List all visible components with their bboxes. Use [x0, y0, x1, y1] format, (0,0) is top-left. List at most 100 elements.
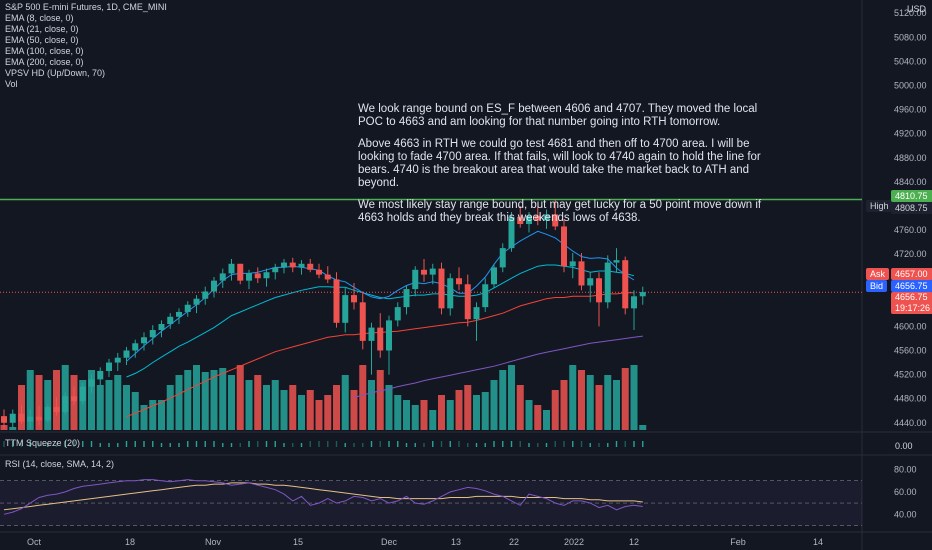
volume-bar: [210, 370, 218, 430]
squeeze-bar: [73, 441, 75, 447]
last-price-tag: 4656.75 19:17:26: [891, 292, 932, 314]
candle-body: [298, 263, 305, 268]
candle-body: [482, 284, 489, 308]
candle-body: [79, 386, 86, 402]
candle-body: [62, 396, 69, 412]
volume-bar: [586, 375, 594, 430]
indicator-legend-item[interactable]: VPSV HD (Up/Down, 70): [5, 68, 106, 78]
candle-body: [228, 263, 235, 274]
squeeze-bar: [598, 443, 600, 447]
volume-bar: [131, 392, 139, 430]
squeeze-axis-value: 0.00: [895, 441, 913, 451]
volume-bar: [464, 385, 472, 430]
candle-body: [219, 273, 226, 281]
candle-body: [631, 296, 637, 309]
candle-body: [622, 260, 629, 309]
indicator-legend-item[interactable]: EMA (100, close, 0): [5, 46, 84, 56]
volume-bar: [595, 385, 603, 430]
candle-body: [44, 407, 51, 421]
squeeze-bar: [20, 441, 23, 447]
volume-bar: [446, 400, 454, 430]
volume-bar: [9, 427, 17, 430]
volume-bar: [578, 370, 585, 430]
bid-label: Bid: [866, 280, 888, 292]
volume-bar: [341, 375, 349, 430]
volume-bar: [438, 395, 445, 430]
squeeze-bar: [467, 443, 469, 447]
candle-body: [132, 343, 139, 351]
squeeze-bar: [580, 441, 583, 447]
ema21-line: [126, 264, 635, 378]
candle-body: [543, 214, 550, 221]
squeeze-bar: [449, 441, 451, 447]
price-tick-label: 4600.00: [894, 321, 927, 331]
candle-body: [377, 327, 384, 351]
volume-bar: [490, 380, 498, 430]
candle-body: [499, 248, 506, 268]
x-axis-label: Feb: [730, 537, 746, 547]
candle-body: [421, 269, 427, 275]
candle-body: [324, 274, 331, 280]
volume-bar: [534, 405, 542, 430]
squeeze-bar: [458, 441, 460, 447]
volume-bar: [289, 385, 297, 430]
squeeze-bar: [432, 441, 434, 447]
volume-bar: [228, 375, 235, 430]
squeeze-bar: [554, 441, 556, 447]
candle-body: [36, 416, 42, 421]
squeeze-bar: [178, 443, 180, 447]
squeeze-title[interactable]: TTM Squeeze (20): [5, 438, 81, 448]
volume-bar: [96, 385, 104, 430]
indicator-legend-item[interactable]: Vol: [5, 79, 18, 89]
indicator-legend-item[interactable]: EMA (21, close, 0): [5, 24, 79, 34]
volume-bar: [263, 385, 270, 430]
candle-body: [403, 289, 410, 308]
candle-body: [237, 263, 244, 281]
candle-body: [342, 295, 349, 323]
rsi-tick-label: 60.00: [894, 487, 917, 497]
squeeze-bar: [327, 441, 329, 447]
candle-body: [167, 316, 174, 325]
currency-label[interactable]: USD: [906, 4, 926, 14]
squeeze-bar: [152, 441, 154, 447]
indicator-legend-item[interactable]: EMA (200, close, 0): [5, 57, 84, 67]
squeeze-bar: [537, 443, 539, 447]
volume-bar: [411, 405, 419, 430]
high-label: High: [866, 200, 893, 212]
price-tick-label: 4880.00: [894, 153, 927, 163]
volume-bar: [324, 395, 332, 430]
volume-bar: [26, 370, 34, 430]
volume-bar: [315, 400, 323, 430]
candle-body: [307, 263, 314, 270]
volume-bar: [551, 390, 559, 430]
candle-body: [71, 396, 77, 402]
volume-bar: [516, 385, 524, 430]
candle-body: [88, 379, 95, 387]
annotation-note: We look range bound on ES_F between 4606…: [358, 103, 778, 234]
price-tick-label: 4760.00: [894, 225, 927, 235]
volume-bar: [333, 385, 340, 430]
rsi-title[interactable]: RSI (14, close, SMA, 14, 2): [5, 459, 115, 469]
x-axis-label: 14: [813, 537, 823, 547]
squeeze-bar: [239, 443, 241, 447]
volume-bar: [613, 380, 620, 430]
candle-body: [473, 307, 480, 320]
indicator-legend-item[interactable]: EMA (8, close, 0): [5, 13, 74, 23]
squeeze-bar: [55, 443, 58, 447]
candle-body: [456, 278, 462, 285]
volume-bar: [569, 365, 577, 430]
squeeze-bar: [484, 443, 486, 447]
bid-value-tag: 4656.75: [891, 280, 932, 292]
squeeze-bar: [90, 441, 93, 447]
symbol-title[interactable]: S&P 500 E-mini Futures, 1D, CME_MINI: [5, 2, 167, 12]
squeeze-bar: [187, 441, 189, 447]
volume-bar: [280, 390, 288, 430]
high-value2-tag: 4808.75: [891, 202, 932, 214]
candle-body: [447, 278, 454, 309]
volume-bar: [350, 390, 358, 430]
volume-bar: [149, 400, 157, 430]
indicator-legend-item[interactable]: EMA (50, close, 0): [5, 35, 79, 45]
candle-body: [386, 320, 392, 351]
price-tick-label: 5080.00: [894, 32, 927, 42]
